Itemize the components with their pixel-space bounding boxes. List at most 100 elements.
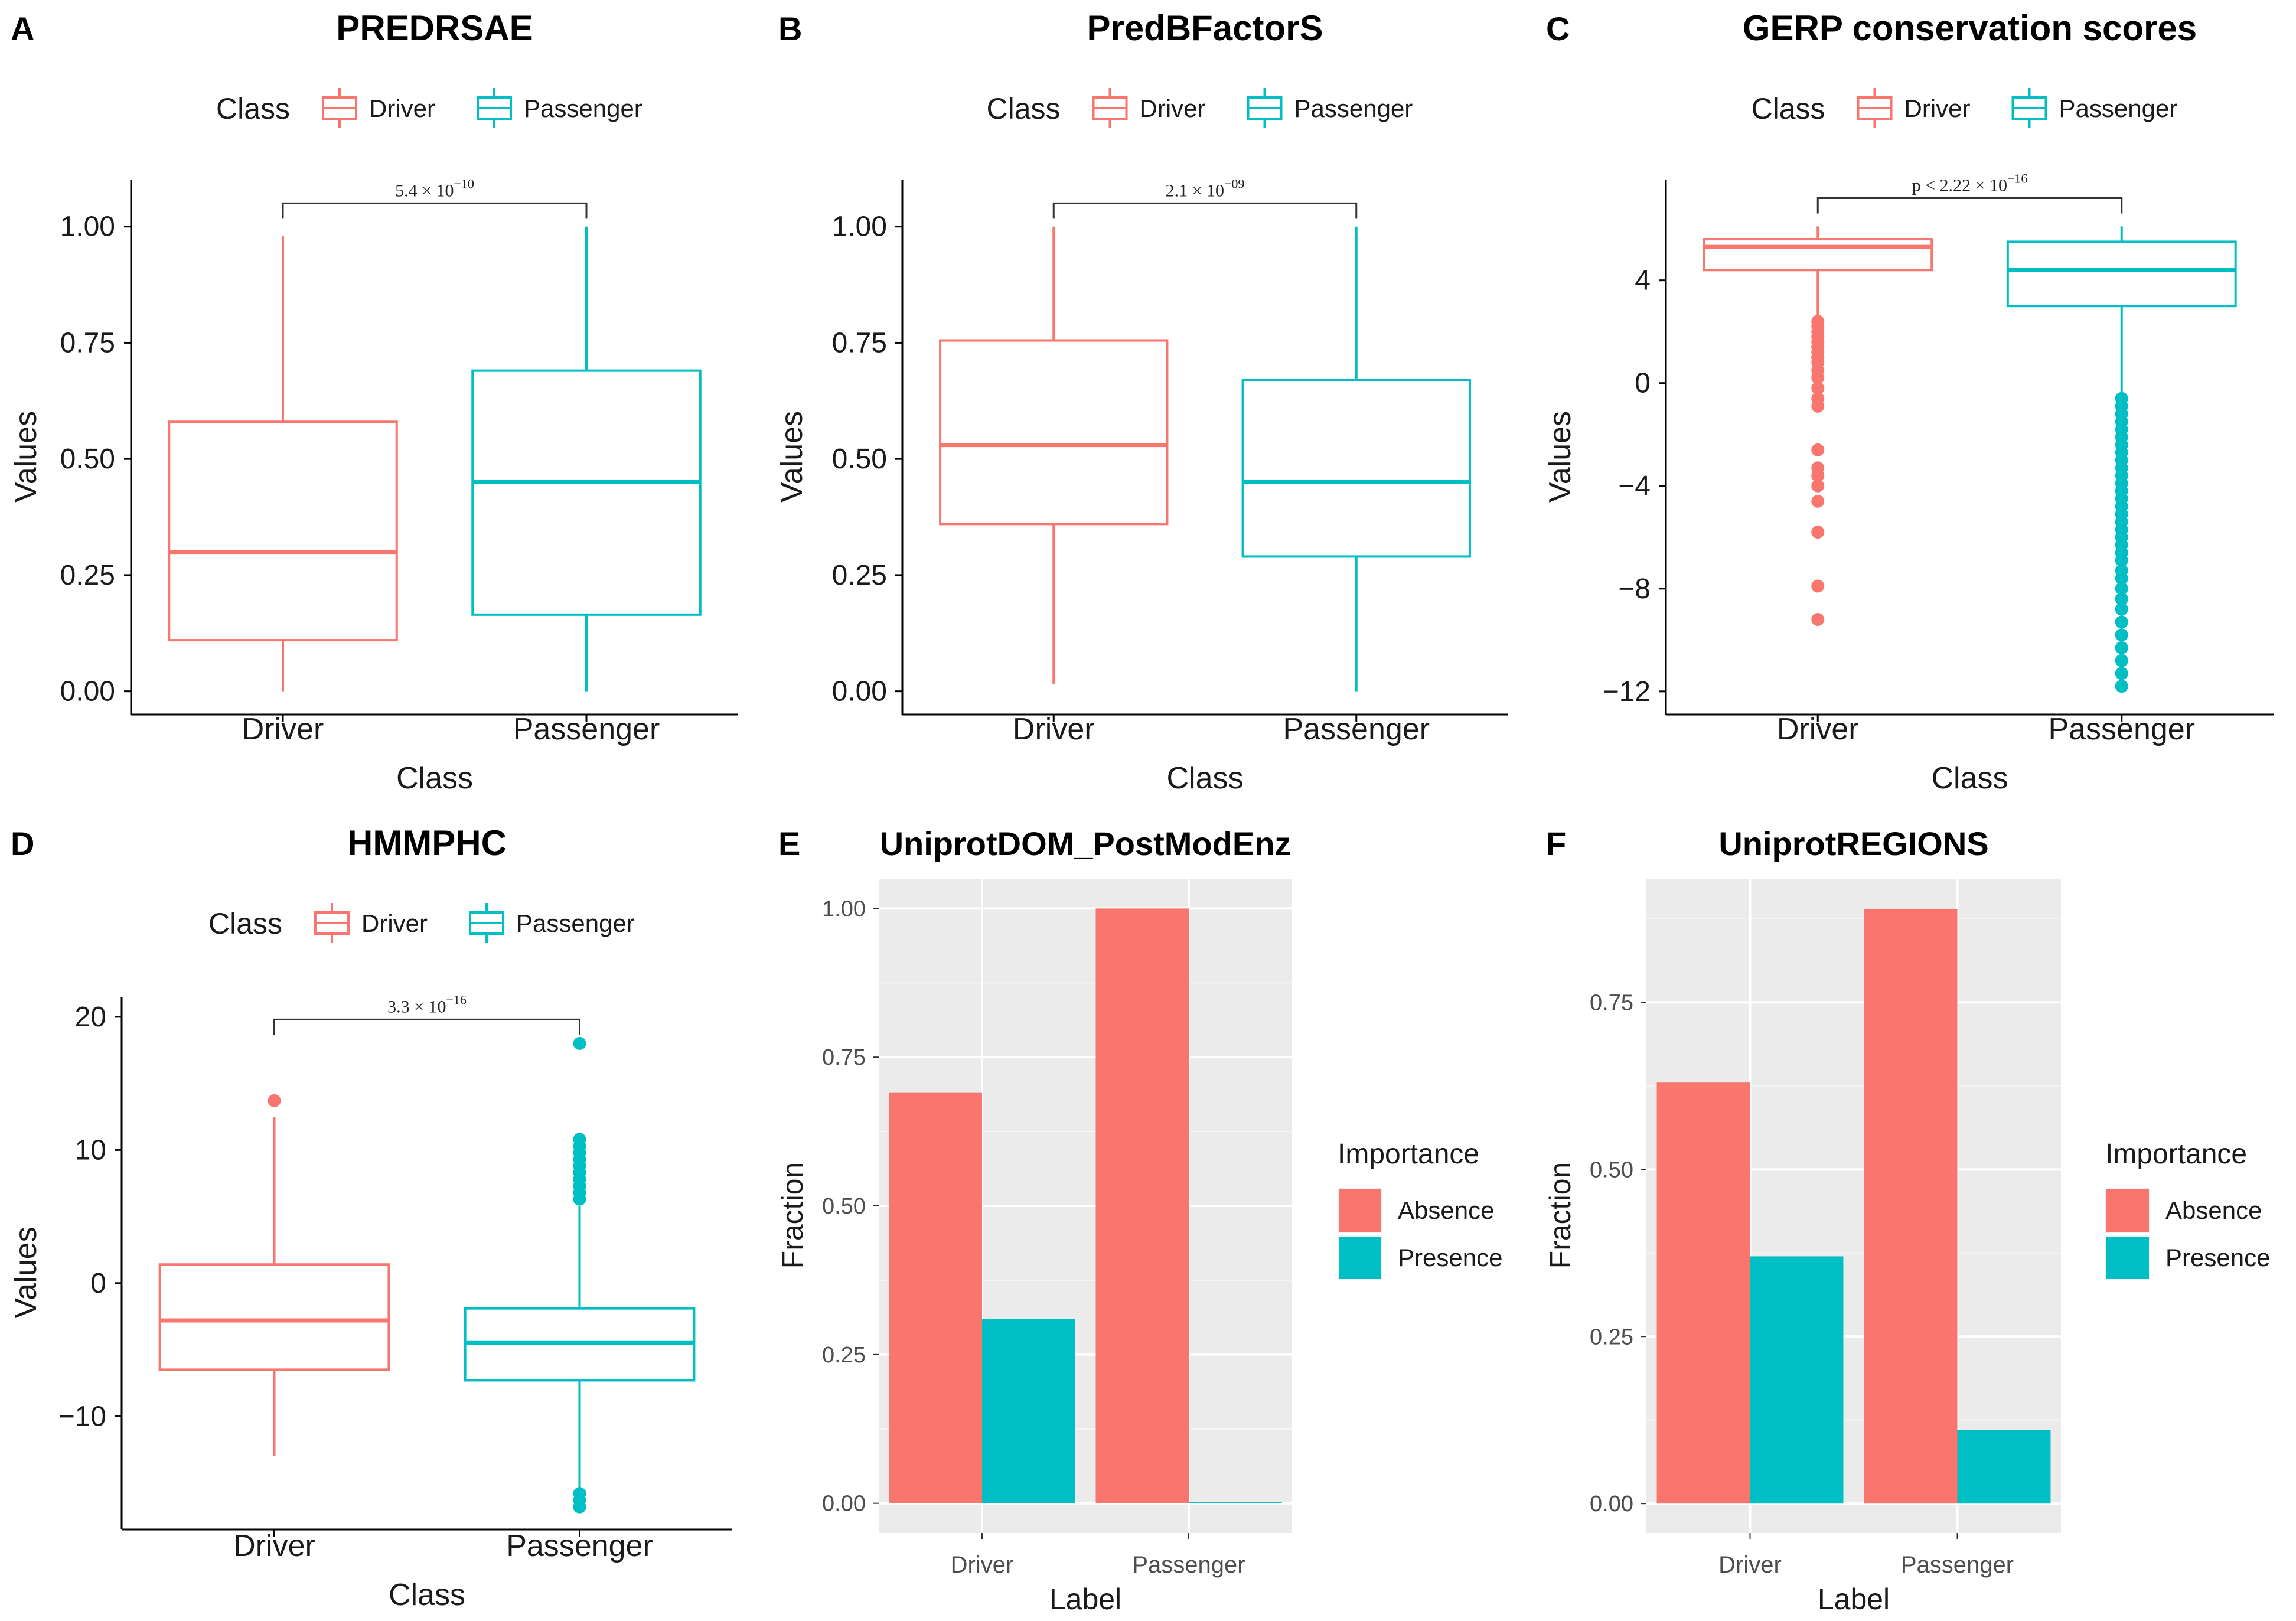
outlier-point	[2115, 553, 2128, 567]
x-tick-label: Passenger	[1132, 1552, 1245, 1578]
legend-key-passenger	[469, 903, 504, 943]
y-tick-label: 0.50	[60, 443, 115, 475]
panel-b: B PredBFactorS Class Driver Passenger 0.00 0.2…	[775, 8, 1508, 795]
outlier-point	[1811, 381, 1825, 395]
x-axis-title: Class	[1931, 761, 2008, 795]
y-tick-label: −8	[1618, 573, 1651, 605]
y-tick-label: −12	[1603, 676, 1651, 707]
outlier-point	[1811, 613, 1825, 627]
outlier-point	[2115, 654, 2128, 667]
x-tick-label: Passenger	[2048, 712, 2195, 746]
box-passenger	[1241, 226, 1471, 692]
panel-title: HMMPHC	[347, 823, 507, 863]
legend-label: Passenger	[524, 94, 643, 122]
pvalue-exponent: −16	[2007, 171, 2027, 185]
y-tick-label: 1.00	[832, 211, 887, 243]
box-body	[2006, 240, 2237, 308]
outlier-point	[573, 1500, 586, 1514]
box-driver	[939, 226, 1169, 684]
box-driver	[168, 236, 398, 692]
panel-d: D HMMPHC Class Driver Passenger −10 0 10 20 Drive…	[9, 823, 732, 1612]
legend-label: Passenger	[516, 909, 635, 937]
pvalue-bracket: p < 2.22 × 10−16	[1816, 171, 2123, 214]
panel-title: UniprotDOM_PostModEnz	[880, 825, 1292, 862]
legend-label: Driver	[1904, 94, 1971, 122]
legend-key-presence	[1339, 1237, 1381, 1279]
y-tick-label: 0.00	[822, 1492, 866, 1516]
pvalue-bracket: 5.4 × 10−10	[282, 176, 588, 219]
pvalue-exponent: −16	[446, 992, 467, 1007]
x-tick-label: Passenger	[513, 712, 660, 746]
y-tick-label: 0	[1635, 368, 1651, 399]
panel-letter: D	[11, 825, 34, 862]
legend-key-driver	[1092, 88, 1128, 128]
bar-absence-driver	[1656, 1082, 1750, 1504]
legend-label: Passenger	[2059, 94, 2178, 122]
legend-title: Class	[208, 907, 282, 940]
x-axis-title: Class	[396, 761, 473, 795]
panel-title: PredBFactorS	[1087, 8, 1323, 48]
y-tick-label: 0.00	[60, 676, 115, 707]
panel-title: PREDRSAE	[336, 8, 533, 48]
legend-label: Passenger	[1294, 94, 1413, 122]
panel-e: E UniprotDOM_PostModEnz 0.00 0.25 0.50 0.75 1.…	[776, 825, 1502, 1616]
outlier-point	[2115, 602, 2128, 616]
legend-label: Driver	[1140, 94, 1206, 122]
pvalue-label: 5.4 × 10−10	[395, 176, 474, 200]
outlier-point	[1811, 479, 1825, 493]
legend-key-passenger	[1247, 88, 1283, 128]
outlier-point	[2115, 582, 2128, 595]
legend-key-passenger	[2011, 88, 2047, 128]
x-tick-label: Driver	[233, 1529, 315, 1563]
legend-title: Class	[1752, 92, 1825, 125]
panel-letter: C	[1546, 10, 1570, 47]
panel-f: F UniprotREGIONS 0.00 0.25 0.50 0.75 Driver Pas…	[1544, 825, 2270, 1616]
y-axis-title: Values	[9, 411, 43, 503]
y-tick-label: 0.75	[1590, 990, 1633, 1015]
legend-key-presence	[2106, 1237, 2149, 1279]
y-tick-label: −4	[1618, 471, 1651, 502]
legend: Importance Absence Presence	[1338, 1139, 1502, 1280]
pvalue-exponent: −10	[454, 176, 474, 191]
box-driver	[158, 1094, 390, 1456]
panel-a: A PREDRSAE Class Driver Passenger 0.00 0.25 0.5…	[9, 8, 738, 795]
y-tick-label: 4	[1635, 265, 1651, 296]
box-passenger	[464, 1036, 696, 1514]
x-axis-title: Label	[1049, 1583, 1121, 1616]
y-axis-title: Values	[1543, 411, 1577, 503]
pvalue-label: 3.3 × 10−16	[387, 992, 467, 1016]
y-axis-title: Fraction	[776, 1162, 809, 1269]
x-axis-title: Class	[389, 1578, 465, 1612]
outlier-point	[2115, 667, 2128, 680]
y-tick-label: 1.00	[822, 896, 866, 921]
x-axis-title: Class	[1166, 761, 1243, 795]
legend-key-absence	[1339, 1189, 1381, 1232]
legend-title: Class	[987, 92, 1061, 125]
legend-label: Driver	[361, 909, 428, 937]
box-body	[1241, 379, 1471, 558]
y-tick-label: 0.25	[60, 560, 115, 591]
legend-title: Class	[216, 92, 290, 125]
outlier-point	[1811, 443, 1825, 456]
legend-key-driver	[1857, 88, 1893, 128]
panel-title: GERP conservation scores	[1743, 8, 2197, 48]
outlier-point	[2115, 680, 2128, 693]
outlier-point	[1811, 494, 1825, 508]
legend-title: Importance	[1338, 1139, 1479, 1170]
pvalue-mantissa: 3.3 × 10	[387, 997, 446, 1016]
legend-label: Presence	[1398, 1244, 1502, 1271]
bar-absence-driver	[889, 1092, 982, 1503]
outlier-point	[2115, 572, 2128, 585]
x-tick-label: Driver	[1777, 712, 1859, 746]
outlier-point	[1811, 399, 1825, 413]
outlier-point	[1811, 526, 1825, 539]
bar-presence-driver	[1750, 1256, 1844, 1504]
legend-key-passenger	[477, 88, 512, 128]
legend-label: Absence	[2165, 1196, 2262, 1224]
box-body	[1703, 238, 1933, 272]
bar-absence-passenger	[1095, 908, 1189, 1503]
box-driver	[1703, 226, 1933, 627]
legend-title: Importance	[2105, 1139, 2247, 1170]
legend: Class Driver Passenger	[1752, 88, 2178, 128]
